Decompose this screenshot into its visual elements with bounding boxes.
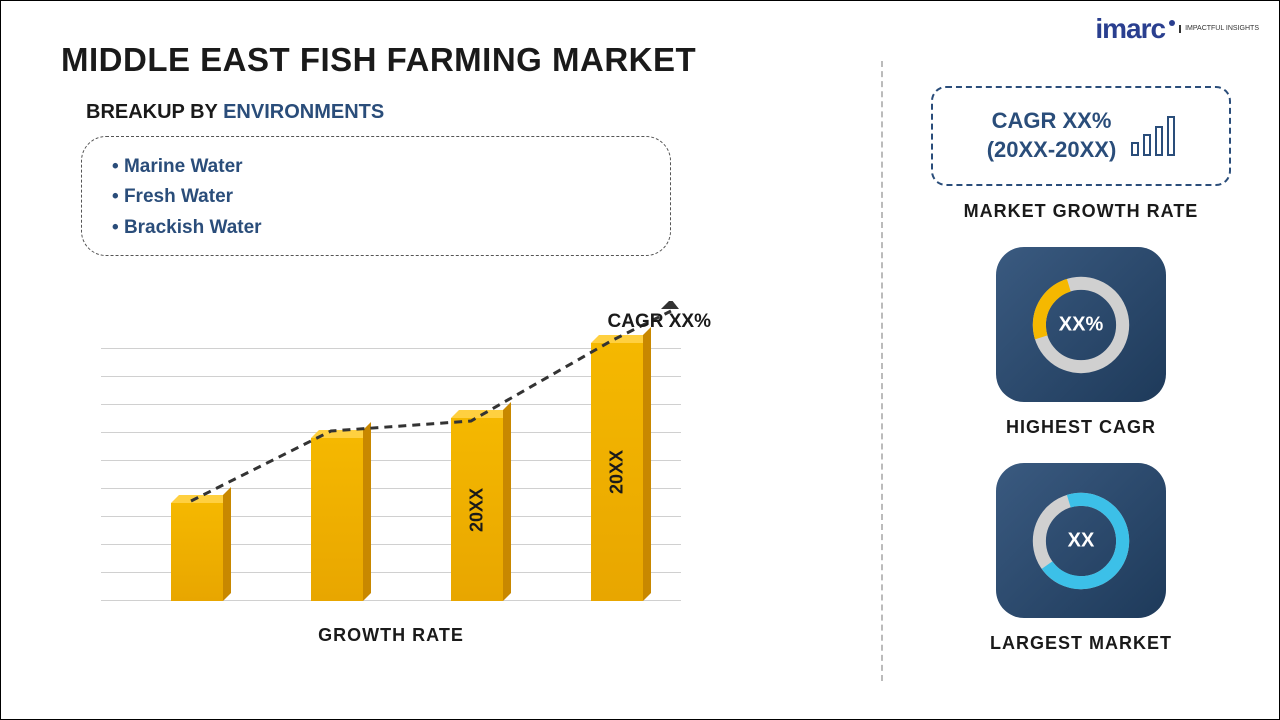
logo-dot: [1169, 20, 1175, 26]
chart-grid: 20XX 20XX CAGR XX%: [101, 321, 681, 601]
cagr-chart-label: CAGR XX%: [608, 311, 711, 333]
environments-box: • Marine Water • Fresh Water • Brackish …: [81, 136, 671, 256]
donut-highest-cagr: XX%: [1026, 270, 1136, 380]
logo-tagline: IMPACTFUL INSIGHTS: [1179, 25, 1259, 33]
sidebar: CAGR XX% (20XX-20XX) MARKET GROWTH RATE …: [921, 86, 1241, 654]
env-item: • Fresh Water: [112, 182, 640, 212]
caption-largest-market: LARGEST MARKET: [921, 633, 1241, 654]
breakup-subtitle: BREAKUP BY ENVIRONMENTS: [86, 101, 384, 124]
largest-market-tile: XX: [996, 463, 1166, 618]
chart-x-label: GROWTH RATE: [318, 625, 464, 646]
caption-growth-rate: MARKET GROWTH RATE: [921, 201, 1241, 222]
breakup-highlight: ENVIRONMENTS: [223, 101, 384, 123]
trend-line: [101, 301, 701, 601]
caption-highest-cagr: HIGHEST CAGR: [921, 417, 1241, 438]
page-title: MIDDLE EAST FISH FARMING MARKET: [61, 41, 696, 79]
logo-text: imarc: [1095, 13, 1165, 45]
cagr-text: CAGR XX% (20XX-20XX): [987, 107, 1117, 164]
env-item: • Brackish Water: [112, 213, 640, 243]
growth-chart: 20XX 20XX CAGR XX% GROWTH RATE: [71, 291, 711, 661]
env-item: • Marine Water: [112, 152, 640, 182]
mini-bars-icon: [1131, 116, 1175, 156]
brand-logo: imarc IMPACTFUL INSIGHTS: [1095, 13, 1259, 45]
cagr-summary-box: CAGR XX% (20XX-20XX): [931, 86, 1231, 186]
breakup-prefix: BREAKUP BY: [86, 101, 223, 123]
highest-cagr-tile: XX%: [996, 247, 1166, 402]
vertical-divider: [881, 61, 883, 681]
donut-largest-market: XX: [1026, 486, 1136, 596]
